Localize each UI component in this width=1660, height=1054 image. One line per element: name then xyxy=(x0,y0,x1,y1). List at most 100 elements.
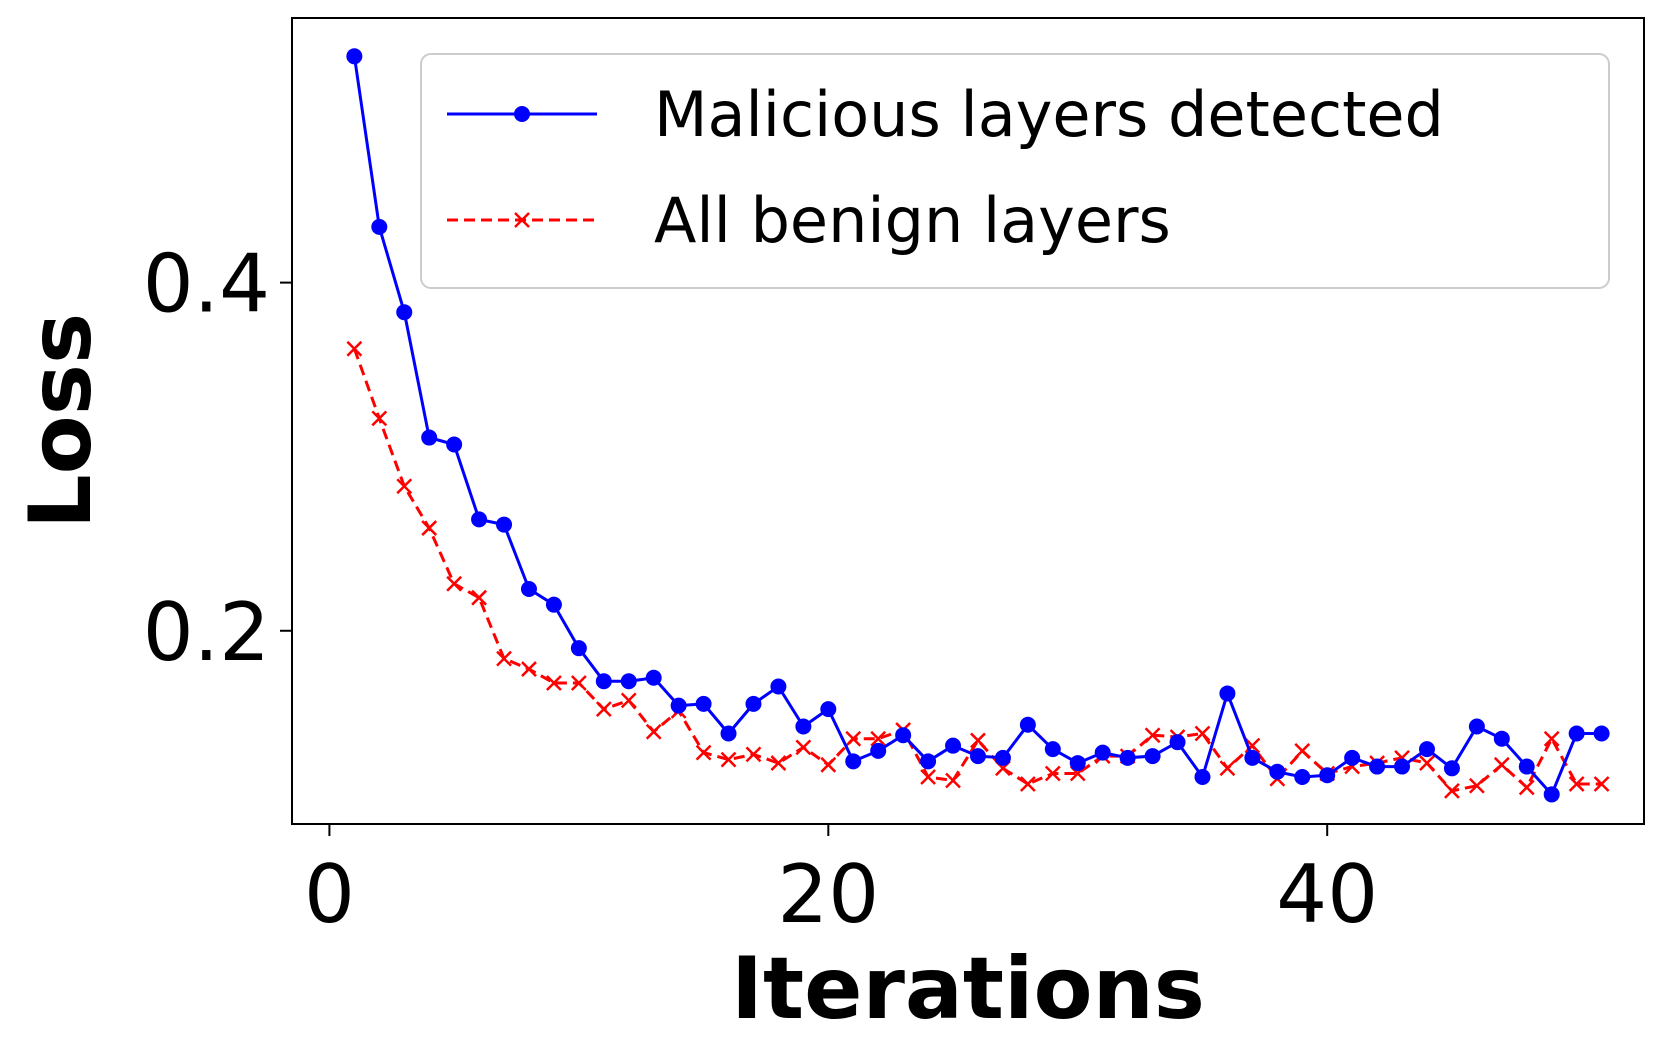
data-point-malicious xyxy=(670,697,687,714)
data-point-malicious xyxy=(770,678,787,695)
data-point-benign xyxy=(770,755,787,771)
data-point-benign xyxy=(371,410,388,427)
data-point-benign xyxy=(620,692,637,709)
data-point-malicious xyxy=(346,48,363,65)
data-point-malicious xyxy=(520,580,537,597)
data-point-malicious xyxy=(1344,749,1361,766)
data-point-benign xyxy=(421,520,438,536)
data-point-benign xyxy=(795,739,812,756)
legend-box xyxy=(420,53,1610,289)
data-point-benign xyxy=(695,744,712,761)
data-point-benign xyxy=(1194,725,1211,742)
data-point-benign xyxy=(1593,776,1610,792)
data-point-malicious xyxy=(396,304,413,321)
data-point-benign xyxy=(595,701,612,717)
data-point-malicious xyxy=(371,218,388,235)
data-point-malicious xyxy=(795,718,812,735)
series-line-benign xyxy=(352,348,1602,793)
x-tick-label: 0 xyxy=(304,848,355,941)
data-point-benign xyxy=(546,675,562,691)
data-point-malicious xyxy=(1194,768,1211,785)
data-point-benign xyxy=(346,340,363,357)
legend: Malicious layers detected All benign lay… xyxy=(420,53,1610,289)
data-point-benign xyxy=(820,756,837,773)
data-point-malicious xyxy=(820,701,837,718)
data-point-malicious xyxy=(1468,718,1485,735)
x-axis-ticks: 0 20 40 xyxy=(304,824,1378,941)
data-point-benign xyxy=(570,675,587,691)
data-point-benign xyxy=(1044,765,1061,782)
data-point-benign xyxy=(471,589,487,606)
legend-label-benign: All benign layers xyxy=(654,184,1171,257)
data-point-malicious xyxy=(1543,786,1560,803)
x-axis-title: Iterations xyxy=(731,939,1205,1039)
data-point-benign xyxy=(1244,737,1261,754)
data-point-malicious xyxy=(1568,725,1585,742)
data-point-benign xyxy=(970,732,986,749)
data-point-benign xyxy=(1219,760,1236,777)
data-point-malicious xyxy=(446,436,463,453)
data-point-malicious xyxy=(1069,755,1086,772)
data-point-malicious xyxy=(720,725,737,742)
data-point-malicious xyxy=(1394,758,1411,775)
data-point-benign xyxy=(745,746,762,763)
data-point-malicious xyxy=(1094,744,1111,761)
data-point-malicious xyxy=(1169,734,1186,751)
data-point-benign xyxy=(396,478,413,495)
data-point-malicious xyxy=(845,753,862,770)
data-point-benign xyxy=(521,661,537,677)
data-point-benign xyxy=(1294,743,1311,759)
data-point-malicious xyxy=(1219,685,1236,702)
data-point-malicious xyxy=(920,753,937,770)
data-point-benign xyxy=(920,769,936,785)
legend-marker-benign xyxy=(514,212,530,228)
data-point-malicious xyxy=(1244,749,1261,766)
data-point-malicious xyxy=(421,429,438,446)
data-point-benign xyxy=(1419,755,1435,771)
data-point-malicious xyxy=(895,727,912,744)
data-point-malicious xyxy=(1144,748,1161,765)
data-point-benign xyxy=(1468,777,1485,794)
data-point-benign xyxy=(1543,730,1560,747)
data-point-malicious xyxy=(595,673,612,690)
data-point-benign xyxy=(845,730,862,747)
data-point-benign xyxy=(870,730,887,747)
data-point-malicious xyxy=(1493,730,1510,747)
x-tick-label: 40 xyxy=(1276,848,1378,941)
data-point-benign xyxy=(1568,776,1585,792)
data-point-benign xyxy=(645,723,662,740)
data-point-malicious xyxy=(1119,749,1136,766)
data-point-benign xyxy=(496,650,512,667)
data-point-benign xyxy=(945,772,961,789)
data-point-malicious xyxy=(994,749,1011,766)
data-point-malicious xyxy=(570,640,587,657)
data-point-malicious xyxy=(745,695,762,712)
data-point-malicious xyxy=(1518,758,1535,775)
data-point-malicious xyxy=(870,742,887,759)
data-point-malicious xyxy=(1443,760,1460,777)
data-point-malicious xyxy=(471,511,488,528)
data-point-benign xyxy=(1144,727,1161,744)
data-point-malicious xyxy=(1044,741,1061,758)
y-axis-ticks: 0.2 0.4 xyxy=(143,238,292,679)
data-point-benign xyxy=(1493,756,1510,773)
series-layer xyxy=(346,48,1610,803)
y-axis-title: Loss xyxy=(11,313,111,529)
data-point-malicious xyxy=(620,673,637,690)
data-point-benign xyxy=(720,751,737,768)
data-point-malicious xyxy=(1294,768,1311,785)
plot-frame xyxy=(291,17,1645,825)
data-point-malicious xyxy=(1418,741,1435,758)
data-point-malicious xyxy=(545,596,562,613)
data-point-malicious xyxy=(1369,758,1386,775)
data-point-malicious xyxy=(695,695,712,712)
data-point-malicious xyxy=(1593,725,1610,742)
data-point-benign xyxy=(1518,779,1535,796)
y-tick-label: 0.2 xyxy=(143,586,270,679)
data-point-benign xyxy=(446,575,463,592)
y-tick-label: 0.4 xyxy=(143,238,270,331)
legend-label-malicious: Malicious layers detected xyxy=(654,78,1444,151)
data-point-malicious xyxy=(645,669,662,686)
data-point-malicious xyxy=(1269,763,1286,780)
